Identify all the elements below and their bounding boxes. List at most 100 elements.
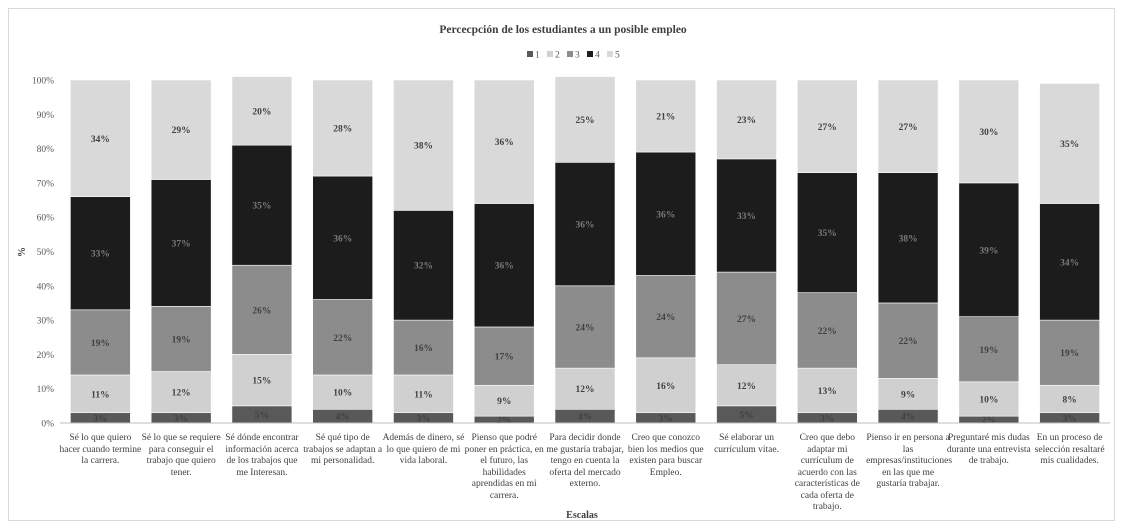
bar-value-label: 33% (737, 212, 756, 222)
y-tick-label: 90% (37, 111, 55, 121)
x-category-label: Creo que debo adaptar mi currículum de a… (794, 433, 860, 512)
bar-value-label: 3% (820, 414, 834, 424)
x-category-label: Preguntaré mis dudas durante una entrevi… (946, 433, 1031, 466)
bar-segment (797, 172, 858, 293)
bar-segment (312, 79, 373, 177)
y-tick-label: 60% (37, 214, 55, 224)
bar-value-label: 24% (656, 313, 675, 323)
bar-value-label: 19% (91, 339, 110, 349)
y-tick-label: 80% (37, 145, 55, 155)
bar-segment (797, 367, 858, 414)
x-category-label: Sé qué tipo de trabajos se adaptan a mi … (303, 433, 383, 466)
bar-value-label: 27% (737, 315, 756, 325)
bar-value-label: 24% (576, 323, 595, 333)
bar-value-label: 19% (979, 346, 998, 356)
legend-label: 3 (575, 51, 580, 61)
bar-segment (150, 306, 212, 372)
bar-segment (1039, 83, 1100, 204)
bar-value-label: 22% (333, 334, 352, 344)
bar-segment (877, 378, 939, 410)
legend-swatch (527, 51, 533, 57)
bar-value-label: 35% (1060, 140, 1079, 150)
bar-value-label: 12% (172, 389, 191, 399)
bar-value-label: 19% (1060, 349, 1079, 359)
bar-value-label: 38% (414, 142, 433, 152)
bar-segment (312, 374, 373, 410)
bar-value-label: 22% (818, 327, 837, 337)
bar-segment (958, 182, 1020, 317)
chart-title: Percecpción de los estudiantes a un posi… (439, 24, 687, 36)
bar-value-label: 36% (333, 234, 352, 244)
x-category-label: Pienso que podré poner en práctica, en e… (464, 433, 544, 501)
bar-value-label: 37% (172, 239, 191, 249)
bar-segment (150, 371, 212, 414)
chart-frame (8, 8, 1115, 521)
y-tick-label: 50% (37, 248, 55, 258)
x-category-label: Además de dinero, sé lo que quiero de mi… (382, 433, 465, 466)
y-tick-label: 20% (37, 351, 55, 361)
y-axis-label: % (17, 247, 28, 257)
x-category-label: Sé dónde encontrar información acerca de… (225, 433, 299, 478)
bar-value-label: 3% (174, 414, 188, 424)
bar-value-label: 11% (91, 390, 109, 400)
bar-value-label: 11% (414, 390, 432, 400)
bar-value-label: 34% (1060, 258, 1079, 268)
bar-segment (635, 357, 697, 414)
bar-value-label: 5% (255, 411, 269, 421)
y-tick-label: 40% (37, 282, 55, 292)
bar-value-label: 3% (93, 414, 107, 424)
bar-value-label: 16% (414, 344, 433, 354)
bar-value-label: 39% (979, 246, 998, 256)
bar-value-label: 16% (656, 382, 675, 392)
bar-segment (231, 76, 293, 146)
bar-value-label: 10% (979, 395, 998, 405)
x-axis-label: Escalas (566, 510, 598, 521)
bar-value-label: 12% (576, 385, 595, 395)
bar-segment (716, 79, 777, 160)
x-category-label: Sé lo que quiero hacer cuando termine la… (59, 433, 142, 466)
bar-value-labels: 3% 11% 19% 33% 34% 3% 12% 19% 37% 29% 5% 15% 26% 35% 2… (91, 107, 1079, 426)
bar-segment (70, 309, 131, 376)
bar-value-label: 2% (982, 416, 996, 426)
bar-value-label: 3% (1062, 414, 1076, 424)
legend-label: 1 (535, 51, 540, 61)
legend-swatch (587, 51, 593, 57)
bar-segment (473, 79, 535, 204)
bar-segment (877, 79, 939, 173)
bar-value-label: 35% (252, 202, 271, 212)
bar-value-label: 10% (333, 389, 352, 399)
y-tick-label: 100% (32, 77, 54, 87)
bar-segment (554, 162, 616, 287)
bar-segment (716, 364, 777, 407)
bar-segment (554, 76, 616, 163)
bar-segment (231, 264, 293, 355)
x-category-label: Para decidir donde me gustaría trabajar,… (546, 433, 624, 489)
bar-value-label: 5% (739, 411, 753, 421)
bar-value-label: 36% (495, 262, 514, 272)
bar-segment (312, 299, 373, 376)
bar-segment (635, 79, 697, 153)
legend-label: 2 (555, 51, 560, 61)
bar-segment (797, 79, 858, 173)
bar-value-label: 4% (336, 413, 350, 423)
bar-segment (1039, 203, 1100, 321)
bar-segment (70, 374, 131, 414)
bar-value-label: 4% (578, 413, 592, 423)
y-tick-label: 70% (37, 179, 55, 189)
bar-value-label: 9% (901, 390, 915, 400)
bar-segment (393, 374, 454, 414)
bar-value-label: 34% (91, 135, 110, 145)
y-tick-label: 10% (37, 385, 55, 395)
legend-label: 4 (595, 51, 600, 61)
bar-value-label: 12% (737, 382, 756, 392)
legend-label: 5 (615, 51, 620, 61)
bar-value-label: 13% (818, 387, 837, 397)
bar-value-label: 30% (979, 128, 998, 138)
bar-segment (877, 172, 939, 304)
y-tick-label: 30% (37, 317, 55, 327)
bar-value-label: 26% (252, 306, 271, 316)
bar-segment (473, 203, 535, 328)
bar-value-label: 25% (576, 116, 595, 126)
bar-value-label: 27% (899, 123, 918, 133)
